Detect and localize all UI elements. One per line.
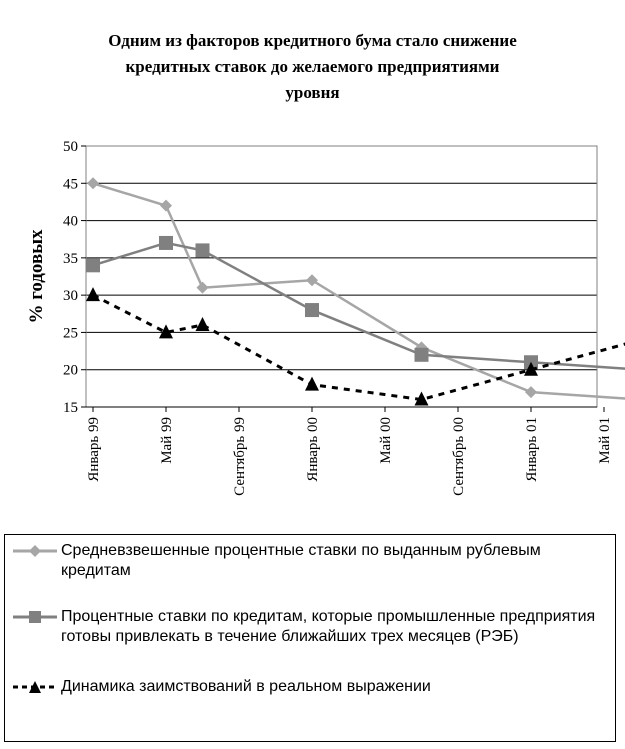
data-point-square	[86, 258, 100, 273]
x-tick-label: Январь 00	[305, 417, 321, 482]
x-tick-label: Сентябрь 99	[232, 417, 248, 496]
x-tick-label: Январь 99	[86, 417, 102, 482]
data-point-triangle	[86, 287, 100, 302]
y-axis: 15 20 25 30 35 40 45 50	[63, 139, 86, 416]
data-point-diamond	[306, 274, 318, 287]
data-point-square	[414, 347, 429, 362]
x-axis: Январь 99 Май 99 Сентябрь 99 Январь 00 Май 0…	[86, 406, 613, 496]
data-point-triangle	[414, 391, 429, 406]
y-tick-label: 40	[63, 214, 78, 230]
data-point-triangle	[524, 361, 538, 376]
legend-marker-square	[13, 611, 57, 623]
y-tick-label: 15	[63, 400, 78, 416]
data-point-square	[195, 243, 210, 258]
data-point-triangle	[195, 316, 210, 331]
data-point-diamond	[87, 177, 99, 190]
data-point-diamond	[196, 281, 209, 294]
series-2	[86, 235, 625, 370]
data-point-square	[159, 235, 173, 250]
series-3	[86, 287, 625, 406]
line-chart: 15 20 25 30 35 40 45 50 Январь 99 Май 99 Сентябрь…	[26, 139, 625, 496]
plot-area	[85, 145, 598, 408]
data-point-square	[305, 303, 319, 318]
legend: Средневзвешенные процентные ставки по вы…	[4, 534, 616, 742]
y-tick-label: 25	[63, 325, 78, 341]
legend-label-borrowing: Динамика заимствований в реальном выраже…	[61, 678, 431, 695]
y-tick-label: 20	[63, 363, 78, 379]
legend-label-weighted-rates: Средневзвешенные процентные ставки по вы…	[61, 542, 541, 579]
series-group	[86, 177, 625, 406]
data-point-diamond	[525, 386, 537, 399]
legend-marker-diamond	[13, 545, 57, 557]
x-tick-label: Май 00	[378, 417, 394, 464]
y-tick-label: 45	[63, 176, 78, 192]
y-axis-label: % годовых	[26, 229, 47, 324]
y-tick-label: 35	[63, 251, 78, 267]
data-point-diamond	[160, 199, 172, 212]
legend-label-reb-rates: Процентные ставки по кредитам, которые п…	[61, 608, 596, 645]
x-tick-label: Май 01	[597, 417, 613, 464]
y-tick-label: 50	[63, 139, 78, 155]
data-point-triangle	[159, 324, 173, 339]
x-tick-label: Январь 01	[524, 417, 540, 482]
legend-marker-triangle	[13, 681, 57, 693]
chart-title: Одним из факторов кредитного бума стало …	[40, 28, 585, 106]
x-tick-label: Май 99	[159, 417, 175, 464]
chart-title-line-2: кредитных ставок до желаемого предприяти…	[125, 57, 500, 76]
chart-title-line-3: уровня	[285, 83, 340, 102]
data-point-triangle	[305, 376, 319, 391]
x-tick-label: Сентябрь 00	[451, 417, 467, 496]
chart-title-line-1: Одним из факторов кредитного бума стало …	[108, 31, 517, 50]
y-tick-label: 30	[63, 288, 78, 304]
